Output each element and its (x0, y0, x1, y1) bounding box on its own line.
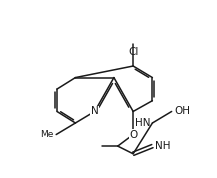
Text: N: N (91, 106, 99, 116)
Text: Cl: Cl (128, 47, 138, 57)
Text: OH: OH (174, 106, 190, 116)
Text: Me: Me (41, 130, 54, 139)
Text: NH: NH (155, 141, 170, 151)
Text: HN: HN (135, 118, 150, 128)
Text: O: O (129, 130, 137, 140)
